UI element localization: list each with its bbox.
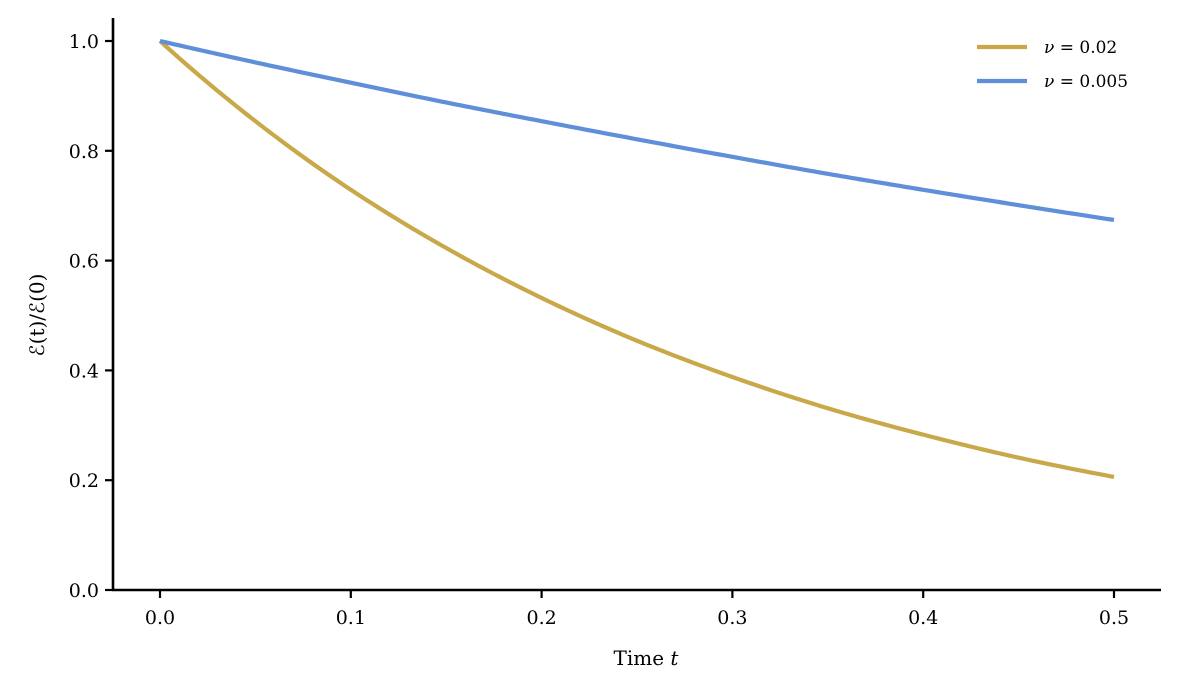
plot-lines — [158, 38, 1115, 479]
y-tick-label: 0.4 — [69, 360, 99, 382]
legend: ν = 0.02 ν = 0.005 — [977, 38, 1128, 92]
y-tick-label: 0.8 — [69, 141, 99, 163]
y-tick-label: 0.2 — [69, 470, 99, 492]
legend-label: ν = 0.005 — [1044, 72, 1128, 92]
legend-label: ν = 0.02 — [1044, 38, 1117, 58]
y-ticks: 0.0 0.2 0.4 0.6 0.8 1.0 — [69, 31, 113, 602]
x-ticks: 0.0 0.1 0.2 0.3 0.4 0.5 — [145, 591, 1129, 629]
axes: 0.0 0.1 0.2 0.3 0.4 0.5 0.0 0.2 0.4 0.6 0.8 1.0 — [69, 18, 1161, 629]
x-tick-label: 0.3 — [717, 607, 747, 629]
x-axis-label: Time t — [614, 646, 680, 670]
y-axis-label: ℰ(t)/ℰ(0) — [25, 274, 49, 357]
x-tick-label: 0.1 — [336, 607, 366, 629]
x-tick-label: 0.0 — [145, 607, 175, 629]
x-tick-label: 0.2 — [526, 607, 556, 629]
series-line-0 — [158, 39, 1115, 479]
y-tick-label: 0.0 — [69, 580, 99, 602]
x-tick-label: 0.5 — [1099, 607, 1129, 629]
y-tick-label: 0.6 — [69, 251, 99, 273]
y-tick-label: 1.0 — [69, 31, 99, 53]
x-tick-label: 0.4 — [908, 607, 938, 629]
series-line-1 — [159, 38, 1115, 223]
